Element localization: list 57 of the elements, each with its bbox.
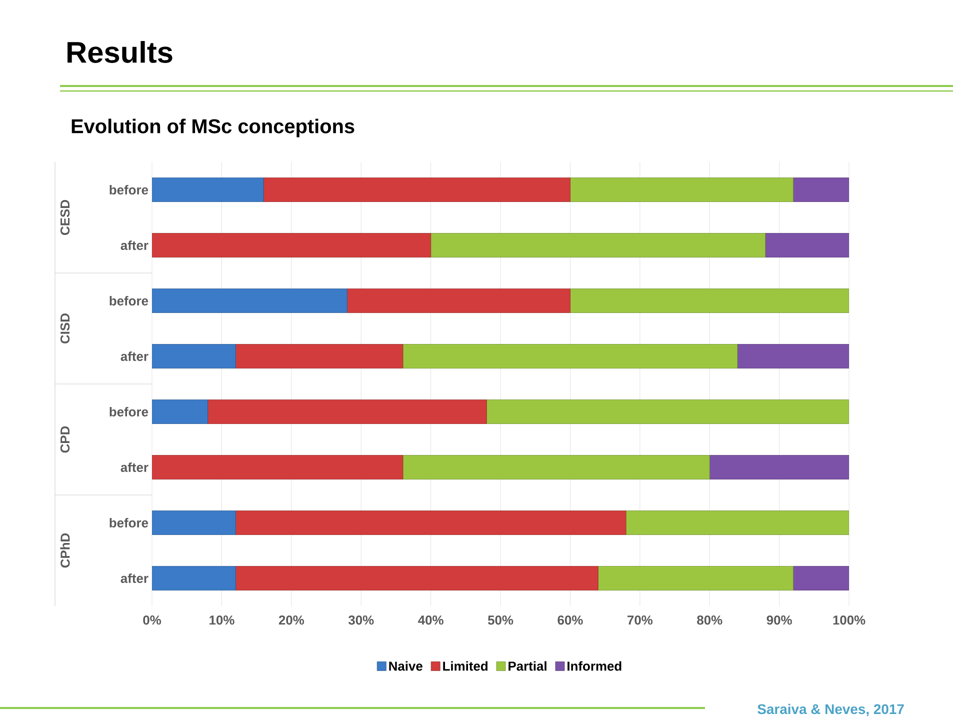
- text: CESD: [60, 200, 70, 235]
- bar: [152, 344, 236, 368]
- x-tick-label: 10%: [210, 616, 234, 625]
- x-tick-label: 60%: [558, 616, 583, 625]
- bar: [765, 233, 850, 258]
- y-tick-label: before: [110, 406, 148, 416]
- legend-label: Partial: [508, 661, 546, 671]
- text: Saraiva & Neves, 2017: [758, 704, 904, 716]
- x-tick-label: 80%: [697, 616, 722, 625]
- x-tick-label: 30%: [348, 616, 374, 625]
- bar: [152, 455, 404, 480]
- chart-subtitle: Evolution of MSc conceptions: [72, 118, 354, 138]
- bar: [737, 344, 850, 368]
- bar: [152, 400, 208, 424]
- bar: [598, 566, 794, 590]
- y-tick-label: before: [110, 296, 148, 306]
- bar: [235, 344, 404, 368]
- legend-label: Naive: [389, 661, 422, 671]
- chart-title: Results: [68, 41, 172, 63]
- bar: [486, 400, 850, 424]
- x-tick-label: 0%: [143, 616, 162, 625]
- text: CPhD: [60, 533, 70, 568]
- bar: [570, 178, 794, 202]
- y-tick-label: after: [120, 462, 148, 472]
- y-tick-label: after: [120, 351, 148, 361]
- bar: [235, 566, 598, 590]
- bar: [430, 233, 766, 258]
- text: CISD: [60, 314, 70, 344]
- bar: [626, 510, 850, 535]
- y-tick-label: after: [120, 573, 148, 583]
- y-tick-label: before: [110, 518, 148, 528]
- bar: [152, 178, 264, 202]
- y-tick-label: before: [110, 184, 148, 194]
- bar: [208, 400, 487, 424]
- x-tick-label: 90%: [766, 616, 792, 625]
- bar: [793, 178, 850, 202]
- legend-label: Limited: [443, 661, 488, 671]
- bar: [152, 510, 236, 535]
- x-tick-label: 70%: [628, 616, 653, 625]
- bar: [402, 344, 738, 368]
- bar: [793, 566, 850, 590]
- x-tick-label: 20%: [278, 616, 304, 625]
- x-tick-label: 50%: [488, 616, 514, 625]
- x-tick-label: 100%: [833, 616, 866, 625]
- bar: [235, 510, 626, 535]
- bar: [346, 288, 570, 313]
- x-tick-label: 40%: [418, 616, 444, 625]
- bar: [263, 178, 570, 202]
- bar: [570, 288, 850, 313]
- bar: [152, 288, 348, 313]
- y-tick-label: after: [120, 240, 148, 250]
- bar: [152, 233, 432, 258]
- bar: [709, 455, 850, 480]
- bar: [402, 455, 710, 480]
- bar: [152, 566, 236, 590]
- legend-label: Informed: [568, 661, 622, 671]
- text: CPD: [60, 426, 70, 453]
